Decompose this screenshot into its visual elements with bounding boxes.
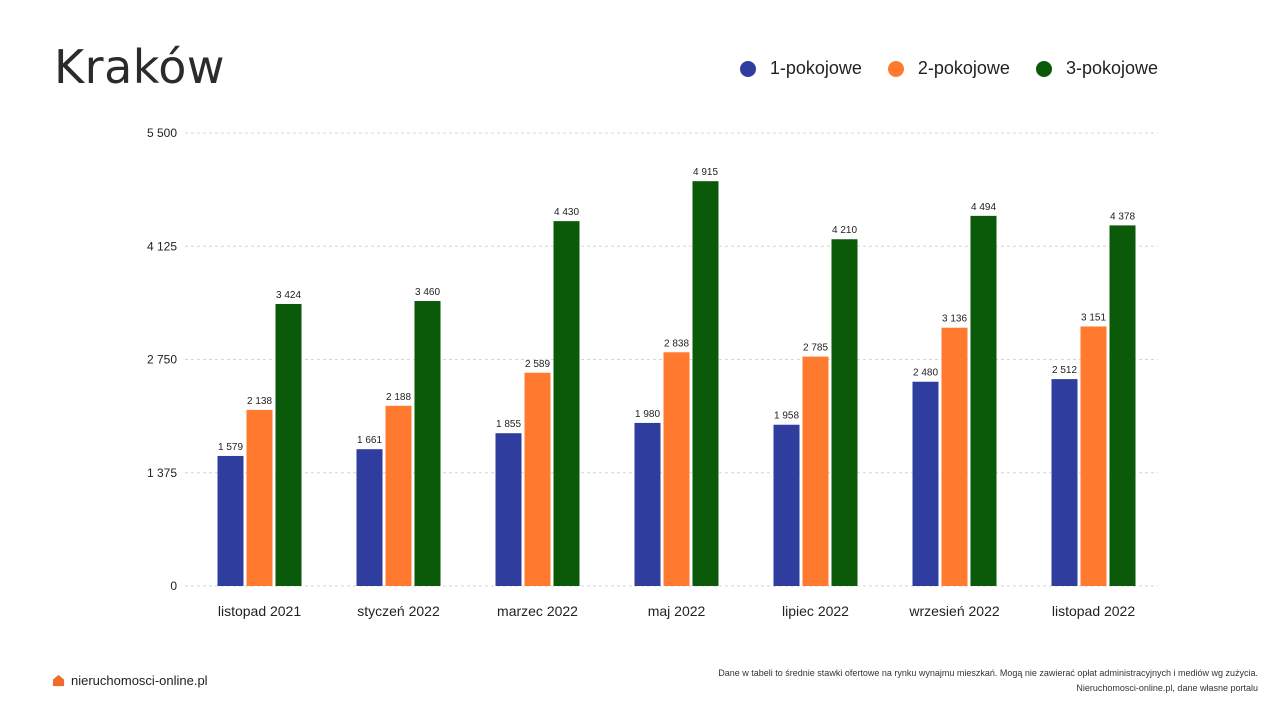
bar [524,372,551,586]
bar [831,239,858,586]
bar [1051,379,1078,586]
legend-label-2-pokojowe: 2-pokojowe [917,58,1010,78]
x-tick-label: listopad 2021 [218,603,302,619]
x-tick-label: wrzesień 2022 [908,603,999,619]
data-label: 2 785 [803,343,828,354]
y-tick-label: 4 125 [147,239,177,253]
y-tick-label: 5 500 [147,126,177,140]
legend-swatch-3-pokojowe [1035,60,1052,77]
y-tick-label: 2 750 [147,353,177,367]
house-icon [52,674,65,687]
y-tick-label: 1 375 [147,466,177,480]
data-label: 2 838 [664,338,689,349]
data-label: 4 210 [832,225,857,236]
legend-swatch-1-pokojowe [739,60,756,77]
x-tick-label: styczeń 2022 [357,603,440,619]
bar [970,215,997,586]
data-label: 3 460 [415,287,440,298]
data-label: 1 661 [357,435,382,446]
bar [385,405,412,586]
data-label: 2 589 [525,359,550,370]
x-tick-label: lipiec 2022 [782,603,849,619]
legend-item-1-pokojowe: 1-pokojowe [739,58,862,79]
brand[interactable]: nieruchomosci-online.pl [52,673,208,688]
x-tick-label: listopad 2022 [1052,603,1136,619]
data-label: 4 430 [554,207,579,218]
x-tick-label: maj 2022 [648,603,706,619]
footer-note: Dane w tabeli to średnie stawki ofertowe… [718,666,1258,696]
bar [275,303,302,586]
bar-chart: 0 1 375 2 750 4 125 5 500 1 579 2 138 3 424 list… [147,126,1158,619]
bar [246,409,273,586]
data-label: 3 136 [942,314,967,325]
brand-name: nieruchomosci-online.pl [71,673,208,688]
chart-title: Kraków [54,40,226,94]
x-tick-label: marzec 2022 [497,603,578,619]
footer-note-line2: Nieruchomosci-online.pl, dane własne por… [1076,683,1258,693]
bar [773,424,800,586]
data-label: 2 480 [913,368,938,379]
bar [1109,225,1136,587]
data-label: 2 188 [386,392,411,403]
data-label: 1 855 [496,419,521,430]
bar [692,181,719,586]
bar [495,433,522,586]
bar [802,356,829,586]
bar [553,221,580,586]
data-label: 4 378 [1110,211,1135,222]
bar [356,449,383,586]
data-label: 1 579 [218,442,243,453]
data-label: 2 512 [1052,365,1077,376]
data-label: 3 424 [276,290,301,301]
bar [912,381,939,586]
y-tick-label: 0 [170,579,177,593]
bar [217,455,244,586]
footer-note-line1: Dane w tabeli to średnie stawki ofertowe… [718,668,1258,678]
legend-swatch-2-pokojowe [887,60,904,77]
legend-label-1-pokojowe: 1-pokojowe [769,58,862,78]
data-label: 1 958 [774,411,799,422]
legend: 1-pokojowe 2-pokojowe 3-pokojowe [739,58,1158,79]
bar [414,301,441,586]
bar [941,327,968,586]
legend-item-2-pokojowe: 2-pokojowe [887,58,1010,79]
legend-label-3-pokojowe: 3-pokojowe [1065,58,1158,78]
legend-item-3-pokojowe: 3-pokojowe [1035,58,1158,79]
bar [634,422,661,586]
bar [1080,326,1107,586]
data-label: 4 494 [971,202,996,213]
bar [663,352,690,586]
data-label: 1 980 [635,409,660,420]
data-label: 2 138 [247,396,272,407]
data-label: 3 151 [1081,312,1106,323]
data-label: 4 915 [693,167,718,178]
